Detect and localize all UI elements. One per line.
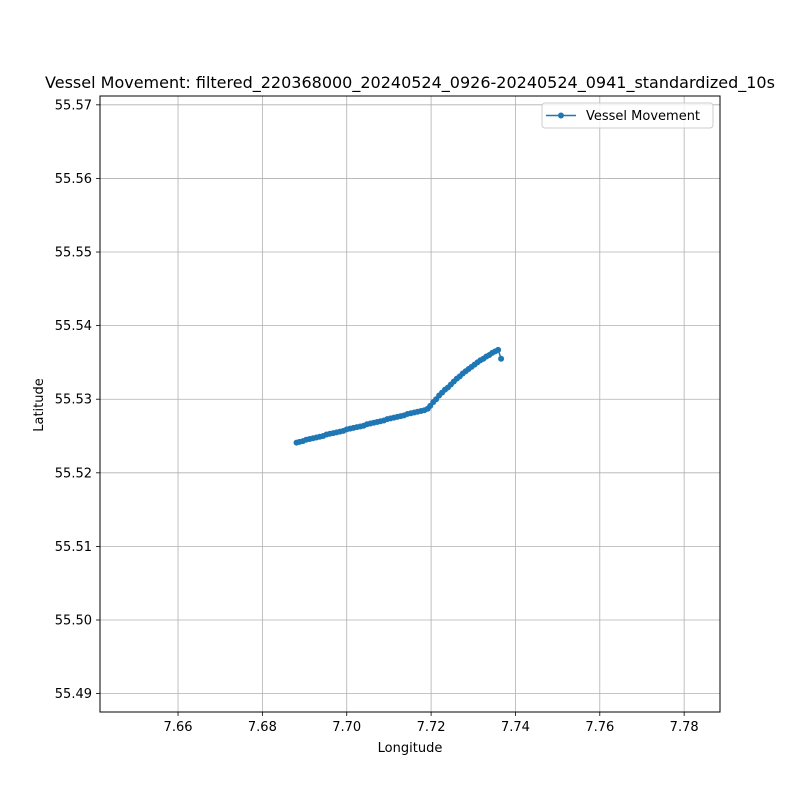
y-tick-label: 55.49 (55, 687, 92, 702)
x-axis-label: Longitude (378, 741, 443, 756)
chart-title: Vessel Movement: filtered_220368000_2024… (45, 73, 775, 93)
x-tick-label: 7.70 (332, 720, 361, 735)
legend: Vessel Movement (542, 103, 713, 128)
y-tick-label: 55.56 (55, 172, 92, 187)
x-tick-label: 7.72 (417, 720, 446, 735)
data-point (498, 356, 504, 362)
x-tick-label: 7.68 (248, 720, 277, 735)
x-tick-label: 7.76 (585, 720, 614, 735)
y-tick-label: 55.51 (55, 540, 92, 555)
y-tick-label: 55.54 (55, 319, 92, 334)
y-tick-label: 55.52 (55, 466, 92, 481)
y-axis-label: Latitude (32, 378, 47, 432)
y-tick-label: 55.57 (55, 98, 92, 113)
y-tick-label: 55.50 (55, 614, 92, 629)
legend-marker-sample (558, 113, 564, 119)
x-tick-label: 7.66 (164, 720, 193, 735)
legend-label: Vessel Movement (586, 109, 700, 124)
data-point (495, 347, 501, 353)
x-tick-label: 7.78 (670, 720, 699, 735)
y-tick-label: 55.53 (55, 393, 92, 408)
y-tick-label: 55.55 (55, 246, 92, 261)
x-tick-label: 7.74 (501, 720, 530, 735)
